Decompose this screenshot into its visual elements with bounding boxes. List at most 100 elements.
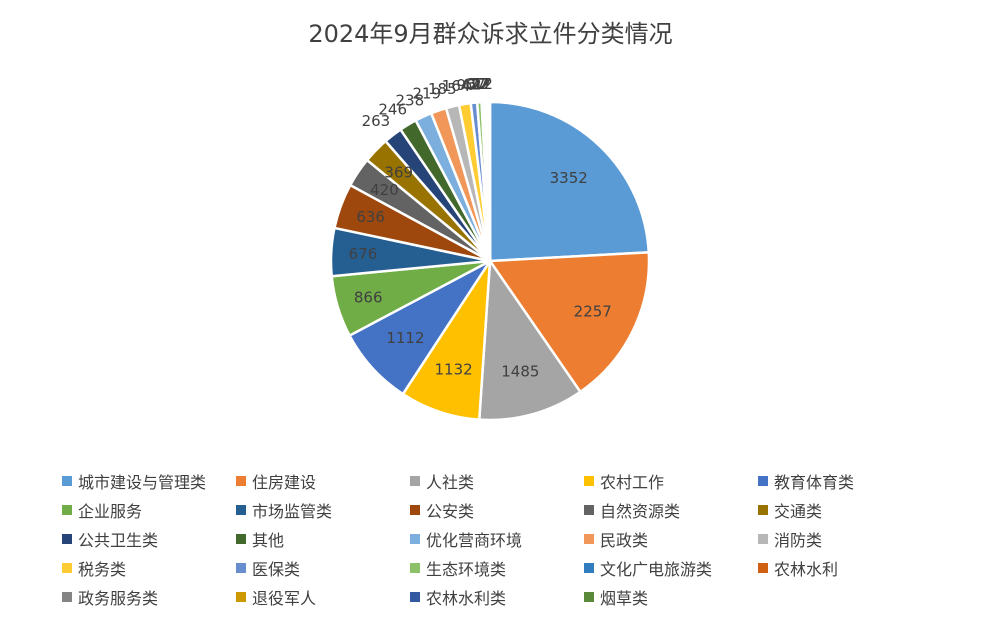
data-label: 185 [428,80,457,98]
legend-label: 农林水利 [774,560,839,579]
legend-label: 医保类 [252,560,301,579]
legend-item: 税务类 [62,557,126,579]
legend-label: 烟草类 [600,589,649,608]
legend-label: 交通类 [774,502,823,521]
legend-item: 医保类 [236,557,300,579]
data-label: 219 [412,84,441,102]
data-label: 90 [457,76,476,94]
data-label: 1132 [434,361,472,379]
legend-swatch [410,476,420,486]
data-label: 420 [370,181,399,199]
data-label: 676 [349,245,378,263]
legend-swatch [62,563,72,573]
legend-label: 公共卫生类 [78,531,159,550]
legend-item: 住房建设 [236,470,316,492]
data-label: 2 [479,75,489,93]
legend-label: 其他 [252,531,285,550]
legend-item: 农村工作 [584,470,664,492]
legend-label: 市场监管类 [252,502,333,521]
legend-swatch [62,505,72,515]
legend-swatch [410,563,420,573]
legend-label: 自然资源类 [600,502,681,521]
legend-label: 企业服务 [78,502,143,521]
legend-label: 文化广电旅游类 [600,560,713,579]
legend-swatch [62,534,72,544]
legend-item: 文化广电旅游类 [584,557,712,579]
data-label: 636 [356,208,385,226]
legend-label: 教育体育类 [774,473,855,492]
legend-item: 农林水利 [758,557,838,579]
legend-label: 退役军人 [252,589,317,608]
legend-swatch [584,592,594,602]
legend-swatch [584,476,594,486]
data-label: 164 [442,77,471,95]
data-label: 369 [384,163,413,181]
legend-item: 交通类 [758,499,822,521]
legend-swatch [236,476,246,486]
legend-item: 市场监管类 [236,499,332,521]
legend-item: 退役军人 [236,586,316,608]
legend-item: 其他 [236,528,284,550]
data-label: 3352 [550,169,588,187]
legend-label: 公安类 [426,502,475,521]
data-label: 263 [362,112,391,130]
legend-label: 生态环境类 [426,560,507,579]
data-label: 2257 [574,302,612,320]
data-label: 12 [474,75,493,93]
legend-swatch [410,534,420,544]
legend-swatch [584,505,594,515]
legend-swatch [758,476,768,486]
legend-swatch [62,592,72,602]
legend-label: 优化营商环境 [426,531,523,550]
legend-label: 消防类 [774,531,823,550]
legend-label: 人社类 [426,473,475,492]
data-label: 62 [463,75,482,93]
legend-swatch [236,505,246,515]
legend-label: 农村工作 [600,473,665,492]
legend-label: 民政类 [600,531,649,550]
legend-item: 企业服务 [62,499,142,521]
legend-label: 政务服务类 [78,589,159,608]
data-label: 238 [395,91,424,109]
legend-label: 税务类 [78,560,127,579]
pie-slice [487,251,651,394]
data-label: 1485 [501,362,539,380]
legend-swatch [584,534,594,544]
legend-item: 消防类 [758,528,822,550]
legend-label: 城市建设与管理类 [78,473,207,492]
legend-item: 城市建设与管理类 [62,470,206,492]
legend-swatch [236,563,246,573]
data-label: 27 [469,75,488,93]
legend-item: 教育体育类 [758,470,854,492]
legend-swatch [758,534,768,544]
legend-item: 政务服务类 [62,586,158,608]
pie-slice [488,100,651,263]
data-label: 866 [354,289,383,307]
legend-item: 公安类 [410,499,474,521]
legend-swatch [758,563,768,573]
legend-item: 民政类 [584,528,648,550]
legend-item: 生态环境类 [410,557,506,579]
legend-swatch [236,534,246,544]
legend-swatch [758,505,768,515]
pie-slice [477,257,583,422]
legend-item: 农林水利类 [410,586,506,608]
legend-swatch [584,563,594,573]
legend-label: 农林水利类 [426,589,507,608]
data-label: 22 [471,75,490,93]
legend-swatch [410,592,420,602]
data-label: 246 [378,100,407,118]
legend-item: 人社类 [410,470,474,492]
data-label: 37 [467,75,486,93]
legend-swatch [236,592,246,602]
legend-swatch [410,505,420,515]
legend-label: 住房建设 [252,473,317,492]
legend-item: 公共卫生类 [62,528,158,550]
legend-swatch [62,476,72,486]
legend-item: 优化营商环境 [410,528,522,550]
chart-title: 2024年9月群众诉求立件分类情况 [308,20,673,48]
data-label: 17 [473,75,492,93]
legend-item: 自然资源类 [584,499,680,521]
data-label: 1112 [386,329,424,347]
